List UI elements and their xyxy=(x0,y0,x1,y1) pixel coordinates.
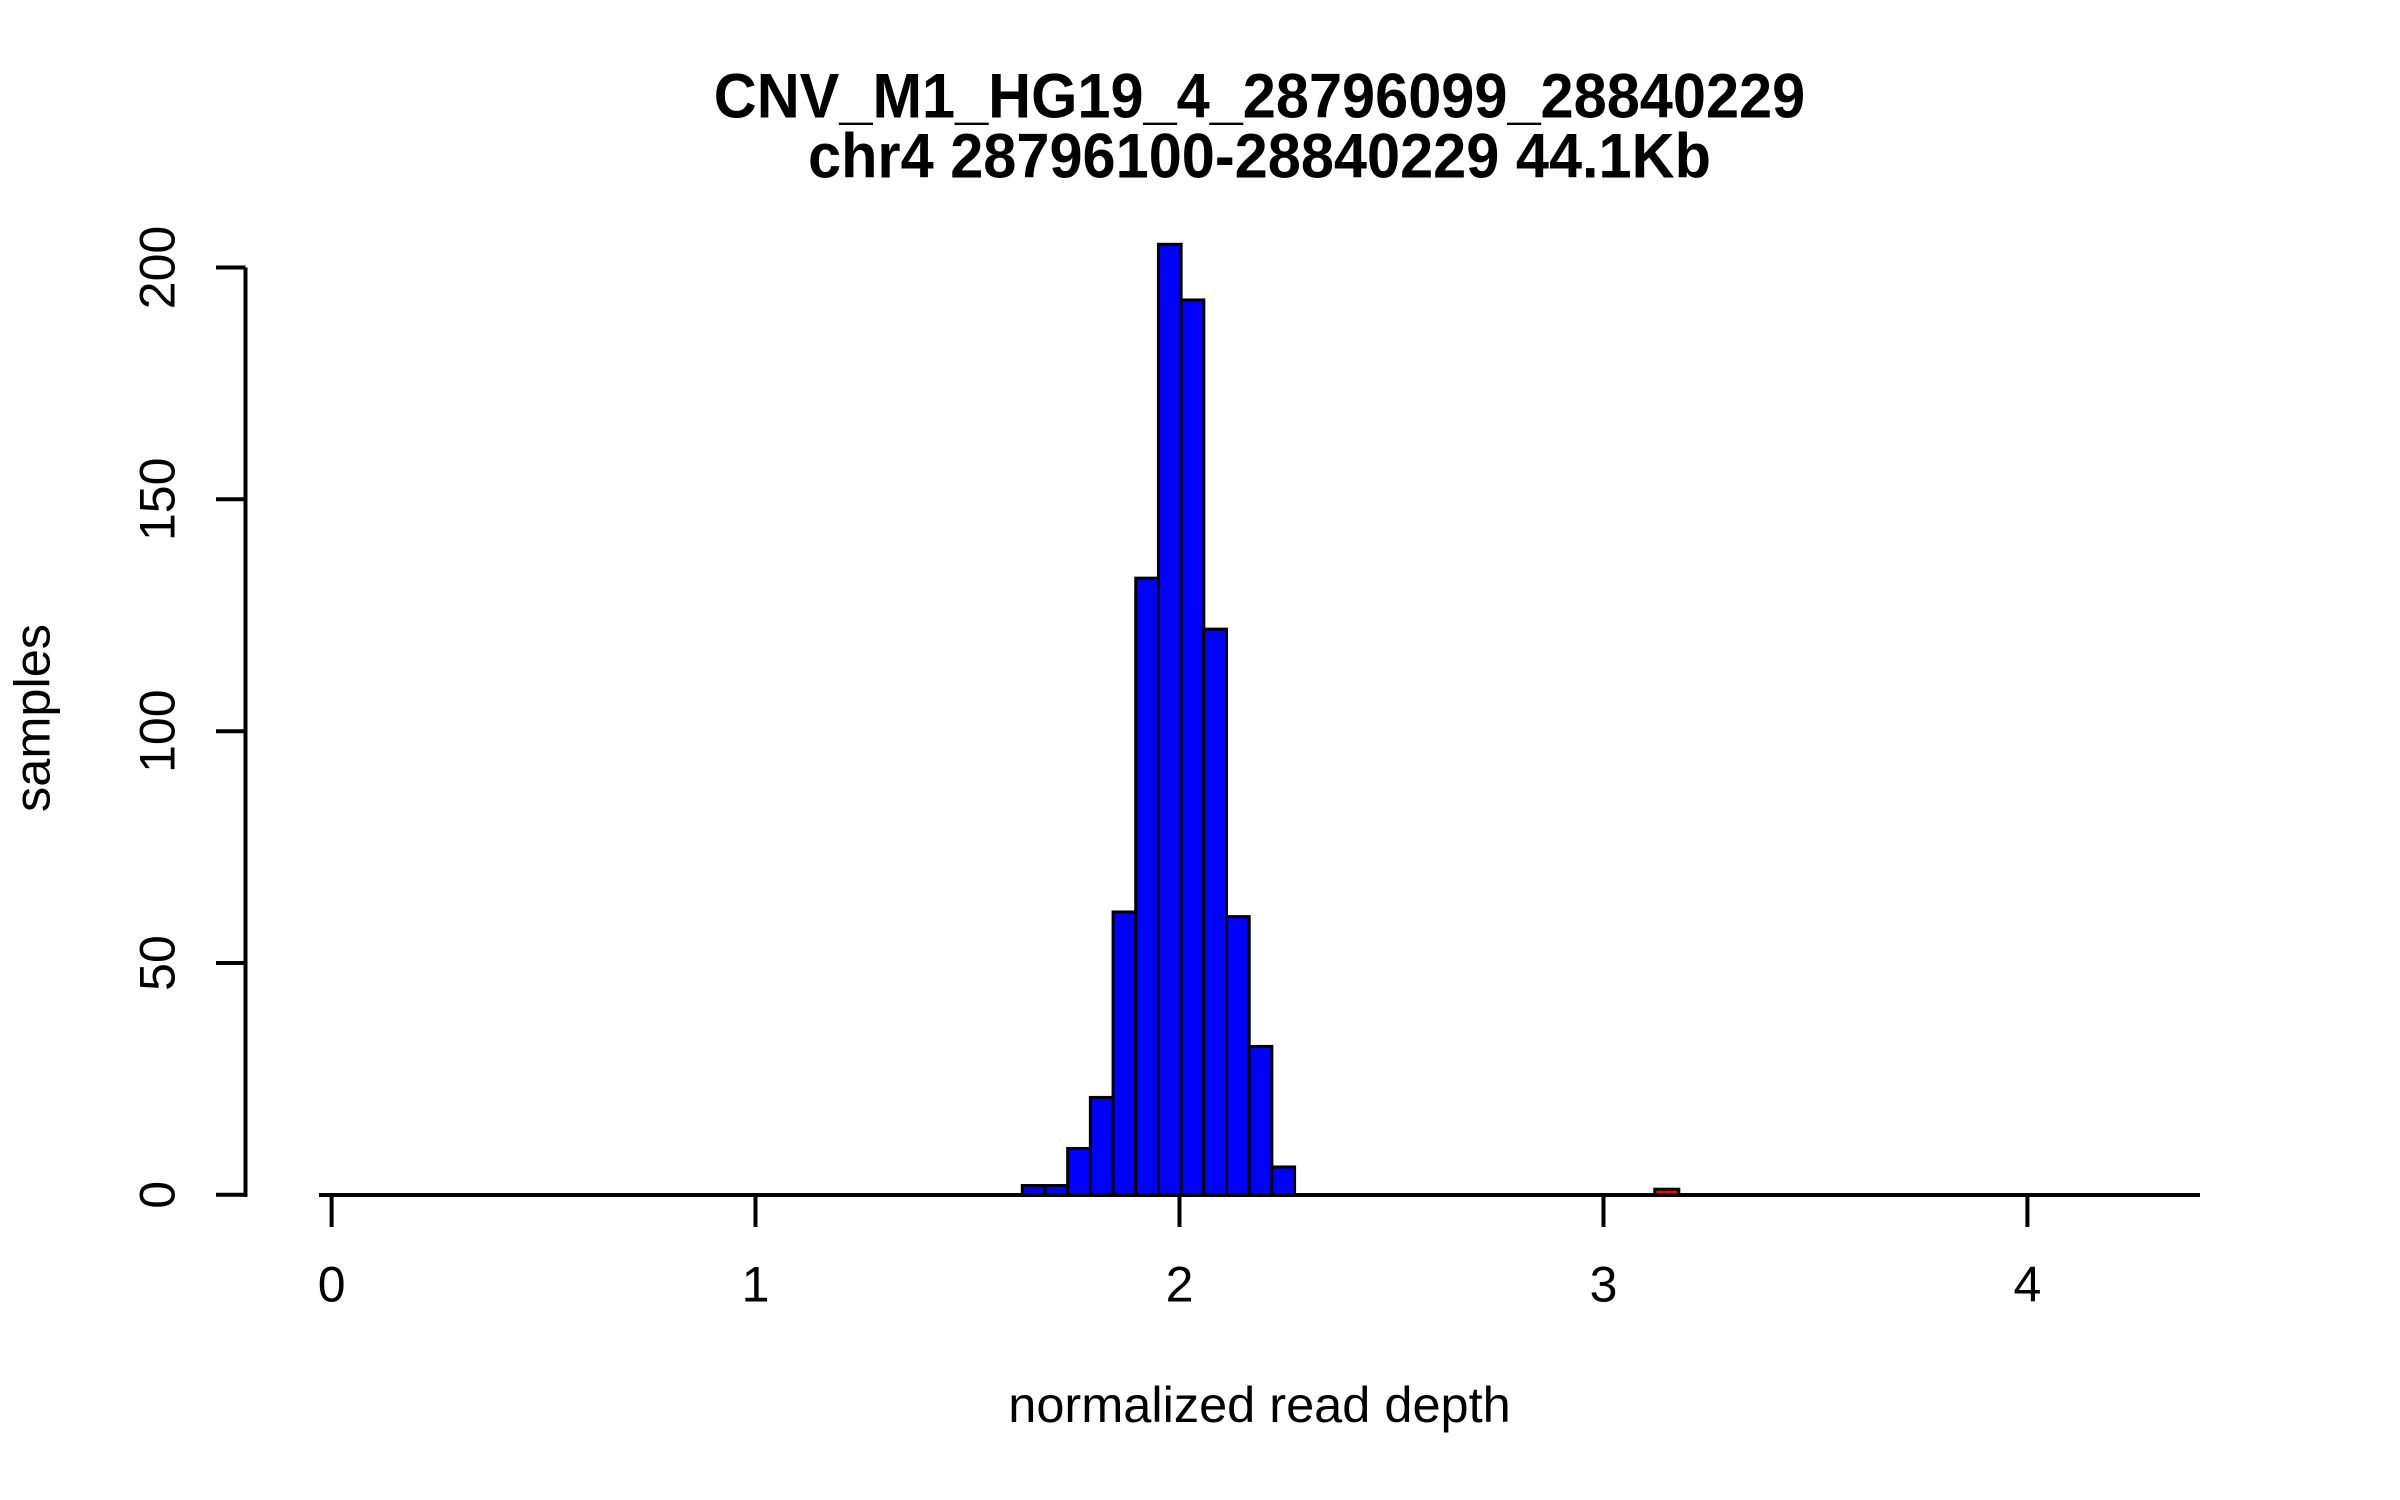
svg-text:2: 2 xyxy=(1166,1257,1194,1313)
svg-text:50: 50 xyxy=(130,935,186,991)
svg-text:150: 150 xyxy=(130,458,186,541)
svg-text:0: 0 xyxy=(130,1181,186,1209)
svg-text:CNV_M1_HG19_4_28796099_2884022: CNV_M1_HG19_4_28796099_28840229 xyxy=(714,60,1805,131)
svg-text:3: 3 xyxy=(1590,1257,1618,1313)
svg-text:0: 0 xyxy=(318,1257,346,1313)
svg-text:normalized read depth: normalized read depth xyxy=(1008,1376,1511,1433)
svg-text:chr4 28796100-28840229 44.1Kb: chr4 28796100-28840229 44.1Kb xyxy=(808,120,1711,191)
svg-text:samples: samples xyxy=(4,624,61,812)
svg-text:200: 200 xyxy=(130,226,186,309)
svg-text:100: 100 xyxy=(130,689,186,772)
svg-text:1: 1 xyxy=(742,1257,770,1313)
svg-text:4: 4 xyxy=(2013,1257,2041,1313)
